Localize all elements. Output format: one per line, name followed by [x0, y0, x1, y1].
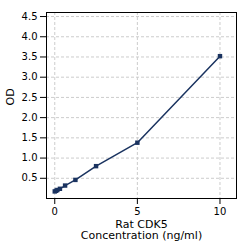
svg-text:2.5: 2.5 — [22, 92, 38, 103]
svg-text:0: 0 — [52, 206, 58, 217]
svg-text:2.0: 2.0 — [22, 112, 38, 123]
svg-text:Rat CDK5Concentration (ng/ml): Rat CDK5Concentration (ng/ml) — [81, 218, 202, 242]
svg-text:5: 5 — [134, 206, 140, 217]
svg-text:4.5: 4.5 — [22, 11, 38, 22]
svg-text:OD: OD — [4, 88, 17, 105]
svg-text:4.0: 4.0 — [22, 31, 38, 42]
svg-text:1.5: 1.5 — [22, 132, 38, 143]
svg-text:10: 10 — [214, 206, 227, 217]
svg-text:0.5: 0.5 — [22, 172, 38, 183]
svg-text:3.5: 3.5 — [22, 51, 38, 62]
svg-text:1.0: 1.0 — [22, 152, 38, 163]
svg-text:3.0: 3.0 — [22, 71, 38, 82]
